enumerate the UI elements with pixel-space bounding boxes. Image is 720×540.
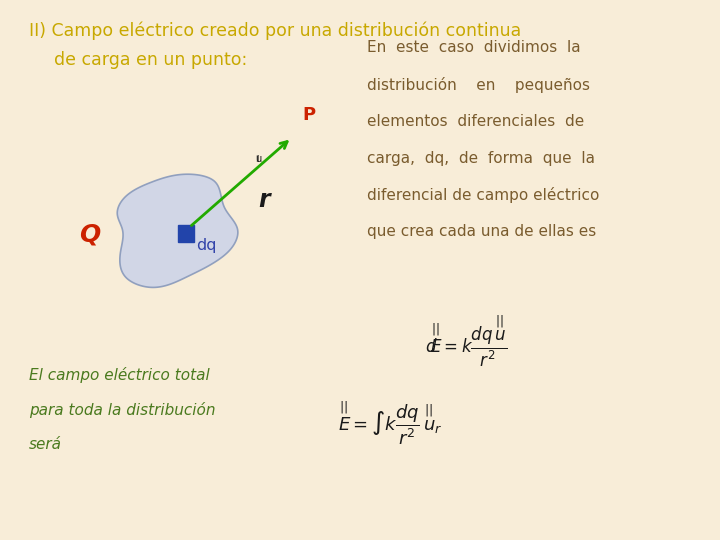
Text: será: será — [29, 437, 62, 453]
Text: dq: dq — [197, 238, 217, 253]
Text: de carga en un punto:: de carga en un punto: — [54, 51, 247, 69]
Text: carga,  dq,  de  forma  que  la: carga, dq, de forma que la — [367, 151, 595, 166]
Text: En  este  caso  dividimos  la: En este caso dividimos la — [367, 40, 581, 56]
Text: $d\!\!\overset{||}{E}=k\dfrac{dq\,\overset{||}{u}}{r^2}$: $d\!\!\overset{||}{E}=k\dfrac{dq\,\overs… — [425, 313, 507, 369]
Bar — [178, 225, 194, 242]
Text: Q: Q — [79, 223, 101, 247]
Text: II) Campo eléctrico creado por una distribución continua: II) Campo eléctrico creado por una distr… — [29, 22, 521, 40]
Text: $\overset{||}{E}=\int k\dfrac{dq}{r^2}\,\overset{||}{u}_r$: $\overset{||}{E}=\int k\dfrac{dq}{r^2}\,… — [338, 400, 443, 447]
Text: r: r — [258, 188, 270, 212]
Text: diferencial de campo eléctrico: diferencial de campo eléctrico — [367, 187, 600, 204]
Polygon shape — [117, 174, 238, 287]
Text: para toda la distribución: para toda la distribución — [29, 402, 215, 418]
Text: que crea cada una de ellas es: que crea cada una de ellas es — [367, 224, 596, 239]
Text: ||: || — [256, 155, 260, 162]
Text: distribución    en    pequeños: distribución en pequeños — [367, 77, 590, 93]
Text: elementos  diferenciales  de: elementos diferenciales de — [367, 114, 585, 129]
Text: P: P — [302, 106, 315, 124]
Text: El campo eléctrico total: El campo eléctrico total — [29, 367, 210, 383]
Text: u: u — [256, 153, 261, 164]
